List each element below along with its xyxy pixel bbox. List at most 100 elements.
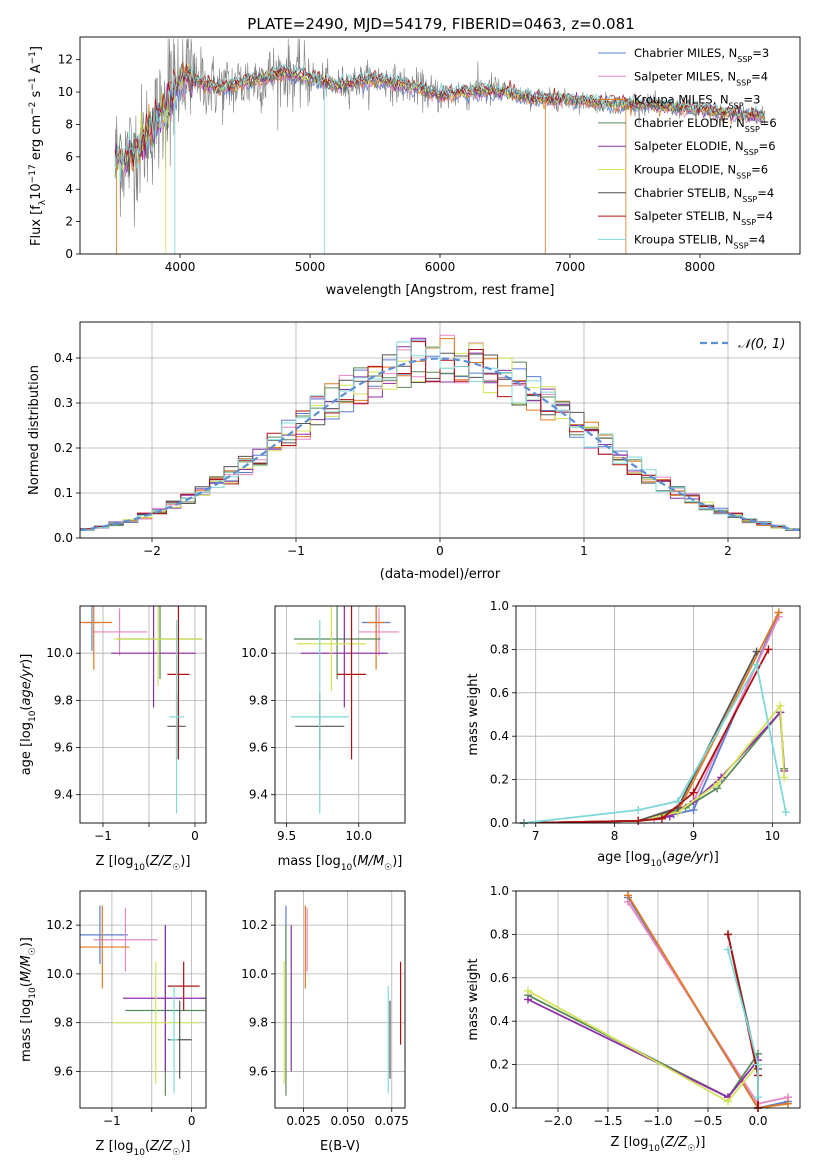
massweight-vs-z-marker-kroupa_miles — [784, 1099, 792, 1108]
residuals-xtick-label: −1 — [287, 544, 305, 558]
massweight-vs-age-series-salpeter_miles — [523, 616, 780, 823]
spectrum-ytick-label: 8 — [65, 117, 73, 131]
massweight-vs-age-series-chabrier_miles — [523, 612, 780, 823]
residuals-ylabel: Normed distribution — [27, 365, 42, 495]
massweight-vs-z-ytick-label: 0.0 — [490, 1101, 509, 1115]
mass-vs-z-ytick-label: 9.6 — [54, 1064, 73, 1078]
mass-vs-ebv-ytick-label: 10.0 — [241, 967, 268, 981]
spectrum-ytick-label: 10 — [58, 85, 73, 99]
massweight-vs-age-ytick-label: 0.6 — [490, 686, 509, 700]
mass-vs-ebv-ytick-label: 9.6 — [249, 1064, 268, 1078]
massweight-vs-z-ylabel: mass weight — [466, 958, 481, 1040]
age-vs-mass-point-kroupa_miles — [367, 606, 385, 670]
age-vs-mass-ytick-label: 9.6 — [249, 741, 268, 755]
age-vs-z-xtick-label: −1 — [94, 829, 112, 843]
age-vs-z-axes: −1 0 9.4 9.6 9.8 10.0 — [46, 606, 206, 843]
spectrum-ylabel: Flux [fλ10−17 erg cm−2 s−1 A−1] — [28, 46, 48, 246]
age-vs-z-point-salpeter_elodie — [111, 606, 196, 708]
mass-vs-z-xtick-label: −1 — [103, 1114, 121, 1128]
massweight-vs-age-xlabel: age [log10(age/yr)] — [597, 850, 719, 869]
mass-vs-z-xtick-label: 0 — [188, 1114, 196, 1128]
mass-vs-ebv-xtick-label: 0.050 — [330, 1114, 364, 1128]
mass-vs-ebv-xtick-label: 0.075 — [375, 1114, 409, 1128]
spectrum-legend: Chabrier MILES, NSSP=3 Salpeter MILES, NS… — [598, 46, 777, 250]
massweight-vs-age-xtick-label: 10 — [765, 829, 780, 843]
legend-entry-salpeter_miles: Salpeter MILES, NSSP=4 — [634, 69, 768, 87]
mass-vs-ebv-ytick-label: 9.8 — [249, 1016, 268, 1030]
mass-vs-z-ytick-label: 10.0 — [46, 967, 73, 981]
age-vs-mass-ytick-label: 9.4 — [249, 788, 268, 802]
massweight-vs-age-frame — [515, 605, 801, 824]
massweight-vs-z-marker-kroupa_miles — [624, 891, 632, 900]
massweight-vs-z-xtick-label: 0.0 — [748, 1114, 767, 1128]
massweight-vs-age-marker-chabrier_stelib — [752, 647, 761, 656]
spectrum-ytick-label: 12 — [58, 53, 73, 67]
spectrum-frame — [79, 36, 801, 255]
age-vs-z-point-kroupa_elodie — [114, 606, 203, 687]
massweight-vs-z-marker-kroupa_stelib — [724, 945, 732, 954]
residuals-xtick-label: −2 — [143, 544, 161, 558]
spectrum-model-kroupa_stelib — [114, 63, 766, 182]
massweight-vs-age-series-kroupa_elodie — [523, 703, 786, 823]
massweight-vs-age-marker-kroupa_stelib — [752, 660, 761, 669]
age-vs-z-ytick-label: 10.0 — [46, 646, 73, 660]
spectrum-xtick-label: 8000 — [685, 260, 716, 274]
mass-vs-ebv-ytick-label: 10.2 — [241, 918, 268, 932]
residuals-axes: −2 −1 0 1 2 0.0 0.1 0.2 0.3 0.4 — [54, 322, 800, 558]
legend-entry-kroupa_elodie: Kroupa ELODIE, NSSP=6 — [634, 163, 768, 181]
massweight-vs-z-ytick-label: 1.0 — [490, 884, 509, 898]
age-vs-z-point-kroupa_stelib — [169, 620, 184, 814]
massweight-vs-age-ylabel: mass weight — [466, 673, 481, 755]
residuals-ytick-label: 0.3 — [54, 396, 73, 410]
massweight-vs-age-xtick-label: 7 — [532, 829, 540, 843]
age-vs-mass-point-chabrier_elodie — [293, 606, 381, 680]
spectrum-xlabel: wavelength [Angstrom, rest frame] — [326, 283, 555, 298]
massweight-vs-age-marker-kroupa_elodie — [713, 779, 722, 788]
spectrum-ytick-label: 4 — [65, 182, 73, 196]
massweight-vs-z-marker-kroupa_elodie — [724, 1097, 732, 1106]
massweight-vs-z-xtick-label: −1.5 — [593, 1114, 622, 1128]
legend-entry-chabrier_elodie: Chabrier ELODIE, NSSP=6 — [634, 116, 777, 133]
age-vs-z-point-salpeter_stelib — [167, 606, 190, 760]
mass-vs-z-ytick-label: 9.8 — [54, 1016, 73, 1030]
massweight-vs-age-marker-salpeter_stelib — [634, 816, 643, 825]
massweight-vs-age-marker-salpeter_stelib — [764, 645, 773, 654]
age-vs-mass-point-kroupa_elodie — [296, 606, 366, 691]
massweight-vs-z-marker-salpeter_stelib — [724, 930, 732, 939]
legend-entry-kroupa_miles: Kroupa MILES, NSSP=3 — [634, 93, 760, 111]
massweight-vs-age-marker-kroupa_stelib — [673, 797, 682, 806]
age-vs-z-xlabel: Z [log10(Z/Z☉)] — [96, 854, 191, 873]
age-vs-mass-point-kroupa_stelib — [290, 620, 349, 814]
massweight-vs-age-ytick-label: 1.0 — [490, 599, 509, 613]
massweight-vs-z-ytick-label: 0.6 — [490, 971, 509, 985]
mass-vs-ebv-xtick-label: 0.025 — [286, 1114, 320, 1128]
mass-vs-z-point-salpeter_stelib — [167, 961, 200, 1011]
massweight-vs-age-xtick-label: 9 — [690, 829, 698, 843]
massweight-vs-z-ytick-label: 0.2 — [490, 1058, 509, 1072]
age-vs-z-frame — [79, 605, 207, 824]
mass-vs-ebv-xlabel: E(B-V) — [320, 1139, 360, 1154]
age-vs-mass-xtick-label: 10.0 — [345, 829, 372, 843]
spectrum-xtick-label: 6000 — [425, 260, 456, 274]
residuals-xtick-label: 0 — [436, 544, 444, 558]
massweight-vs-age-marker-kroupa_stelib — [781, 808, 790, 817]
massweight-vs-z-xtick-label: −1.0 — [643, 1114, 672, 1128]
spectrum-xtick-label: 4000 — [165, 260, 196, 274]
legend-entry-salpeter_stelib: Salpeter STELIB, NSSP=4 — [634, 209, 773, 227]
mass-vs-ebv-axes: 0.025 0.050 0.075 9.6 9.8 10.0 10.2 — [241, 891, 409, 1128]
massweight-vs-age-ytick-label: 0.8 — [490, 642, 509, 656]
age-vs-z-ylabel: age [log10(age/yr)] — [19, 654, 38, 776]
age-vs-z-xtick-label: 0 — [191, 829, 199, 843]
massweight-vs-z-series-kroupa_elodie — [527, 990, 759, 1103]
mass-vs-z-ylabel: mass [log10(M/M☉)] — [19, 937, 38, 1062]
age-vs-mass-axes: 9.5 10.0 9.4 9.6 9.8 10.0 — [241, 606, 405, 843]
age-vs-mass-xlabel: mass [log10(M/M☉)] — [278, 854, 403, 873]
massweight-vs-z-series-salpeter_elodie — [527, 998, 759, 1099]
legend-entry-chabrier_miles: Chabrier MILES, NSSP=3 — [634, 46, 769, 64]
age-vs-mass-point-salpeter_elodie — [301, 606, 388, 708]
massweight-vs-z-axes: −2.0 −1.5 −1.0 −0.5 0.0 0.0 0.2 0.4 0.6 0.8 1.0 — [490, 884, 800, 1128]
age-vs-mass-point-salpeter_stelib — [337, 606, 366, 760]
massweight-vs-age-marker-chabrier_miles — [689, 805, 698, 814]
residuals-xtick-label: 1 — [580, 544, 588, 558]
